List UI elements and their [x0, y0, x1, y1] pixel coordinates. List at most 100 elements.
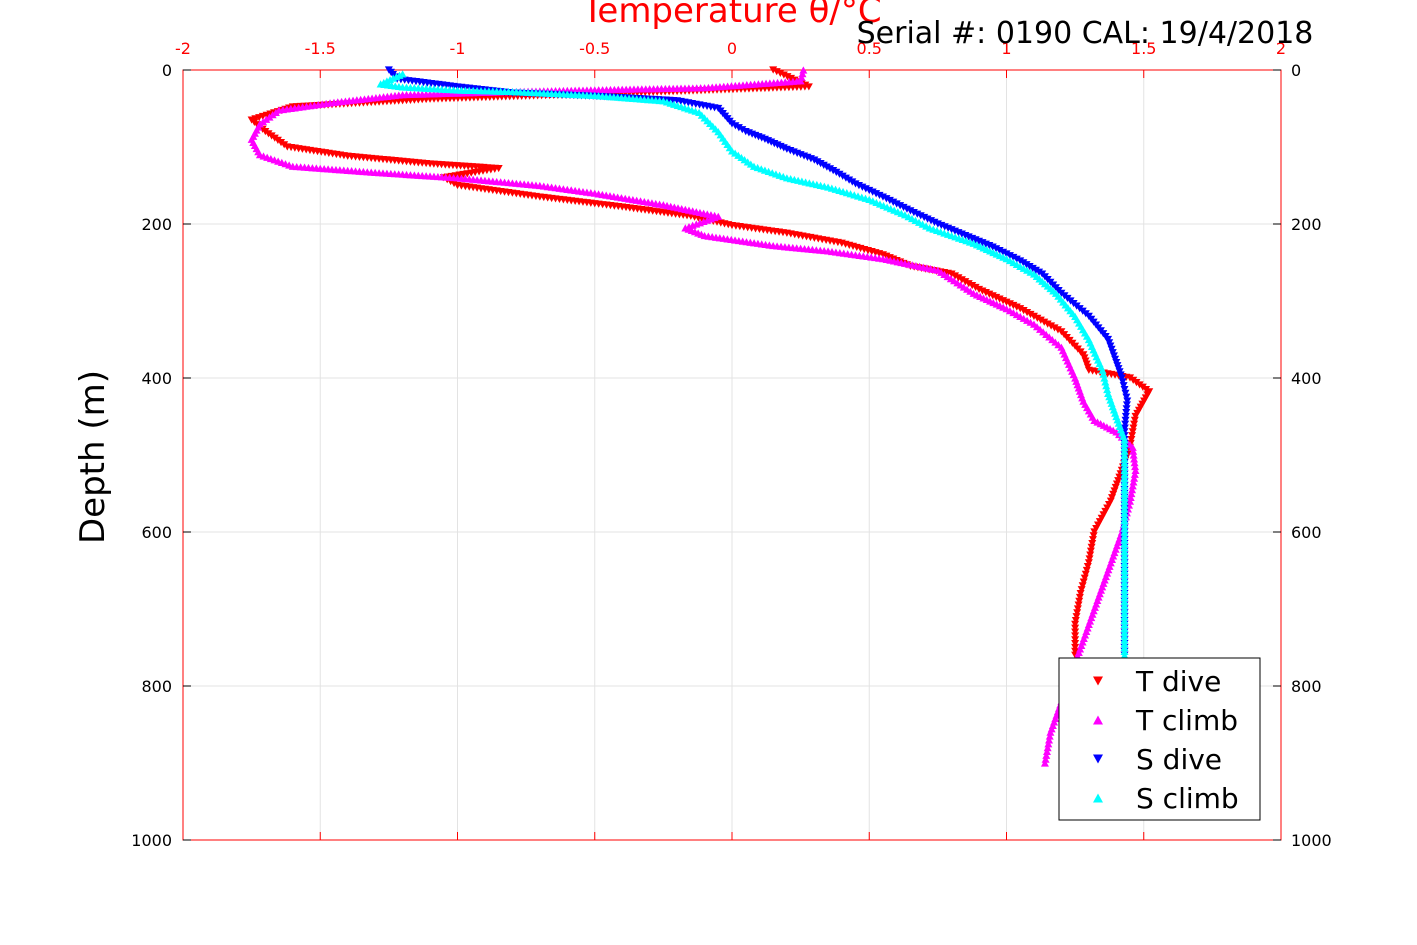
data-point [1045, 732, 1054, 740]
data-point [1120, 632, 1129, 640]
data-point [1122, 401, 1131, 409]
data-point [1121, 389, 1130, 397]
data-point [1009, 308, 1018, 317]
legend-box [1058, 657, 1261, 821]
data-point [841, 174, 850, 182]
y-tick-label-left: 0 [162, 61, 172, 80]
data-point [907, 214, 916, 223]
data-point [1120, 443, 1129, 451]
data-point [1120, 582, 1129, 590]
data-point [1043, 744, 1052, 752]
data-point [1023, 316, 1032, 324]
data-point [799, 66, 808, 74]
data-point [1042, 747, 1051, 756]
y-tick-label-right: 200 [1291, 215, 1322, 234]
y-tick-label-left: 1000 [131, 831, 172, 850]
data-point [943, 272, 952, 281]
data-point [1071, 636, 1080, 644]
data-point [1045, 736, 1054, 744]
data-point [1130, 455, 1139, 463]
legend-entry-label: T climb [1135, 704, 1238, 737]
legend-marker [1093, 754, 1103, 764]
data-point [1009, 258, 1018, 267]
data-point [832, 168, 841, 177]
legend-entry-label: T dive [1135, 665, 1221, 698]
data-point [728, 120, 736, 128]
data-point [1122, 393, 1131, 401]
y-tick-label-left: 200 [141, 215, 172, 234]
data-point [1029, 320, 1038, 328]
data-point [1120, 478, 1129, 486]
data-point [1126, 497, 1135, 505]
data-point [1031, 266, 1040, 274]
data-point [940, 270, 949, 278]
legend-marker [1093, 676, 1103, 686]
data-point [1120, 505, 1129, 513]
data-point [1120, 459, 1129, 467]
data-point [848, 178, 857, 186]
data-point [1120, 497, 1129, 505]
data-point [1120, 482, 1129, 490]
data-point [1121, 416, 1130, 424]
data-point [969, 289, 978, 297]
data-point [925, 224, 934, 232]
data-point [1120, 559, 1129, 567]
data-point [1033, 314, 1042, 322]
data-point [1120, 524, 1129, 532]
data-point [1120, 516, 1129, 525]
legend: T dive T climb S dive S climb [1058, 657, 1261, 821]
x-tick-label: 0.5 [857, 39, 882, 58]
data-point [911, 216, 920, 224]
data-point [1083, 563, 1092, 571]
data-point [1104, 389, 1113, 397]
data-point [1127, 489, 1136, 498]
data-point [1120, 528, 1129, 536]
data-point [1120, 551, 1129, 559]
legend-marker [1093, 793, 1103, 803]
data-point [1126, 493, 1135, 501]
data-point [1120, 470, 1129, 478]
data-point [1029, 312, 1038, 320]
data-point [1128, 486, 1137, 494]
legend-entry-label: S climb [1136, 782, 1239, 815]
data-point [450, 179, 459, 188]
data-point [1120, 593, 1129, 602]
data-point [1078, 582, 1087, 590]
data-point [951, 272, 960, 280]
data-point [1120, 466, 1129, 474]
data-point [1101, 378, 1110, 386]
data-point [1047, 322, 1056, 330]
data-point [1073, 609, 1082, 617]
y-tick-label-left: 800 [141, 677, 172, 696]
data-point [1120, 609, 1129, 617]
data-point [915, 218, 924, 226]
data-point [963, 285, 972, 293]
data-point [953, 279, 962, 287]
data-point [961, 278, 970, 286]
data-point [1005, 307, 1014, 315]
data-point [1120, 513, 1129, 521]
data-point [1120, 613, 1129, 621]
data-point [1016, 257, 1025, 265]
data-point [1026, 310, 1035, 319]
x-tick-label: 2 [1276, 39, 1286, 58]
data-point [966, 287, 975, 295]
data-point [1075, 593, 1084, 602]
data-point [1099, 370, 1108, 378]
y-tick-label-right: 400 [1291, 369, 1322, 388]
data-point [957, 276, 966, 284]
data-point [1120, 563, 1129, 571]
data-point [971, 283, 980, 292]
data-point [1012, 260, 1021, 269]
data-point [1120, 616, 1129, 625]
data-point [1130, 459, 1139, 467]
data-point [1120, 640, 1129, 648]
data-point [1029, 270, 1038, 278]
data-point [1100, 374, 1109, 382]
data-point [1035, 268, 1044, 276]
data-point [1120, 586, 1129, 594]
data-point [835, 170, 844, 178]
x-tick-label: -2 [175, 39, 191, 58]
data-point [1085, 555, 1094, 563]
